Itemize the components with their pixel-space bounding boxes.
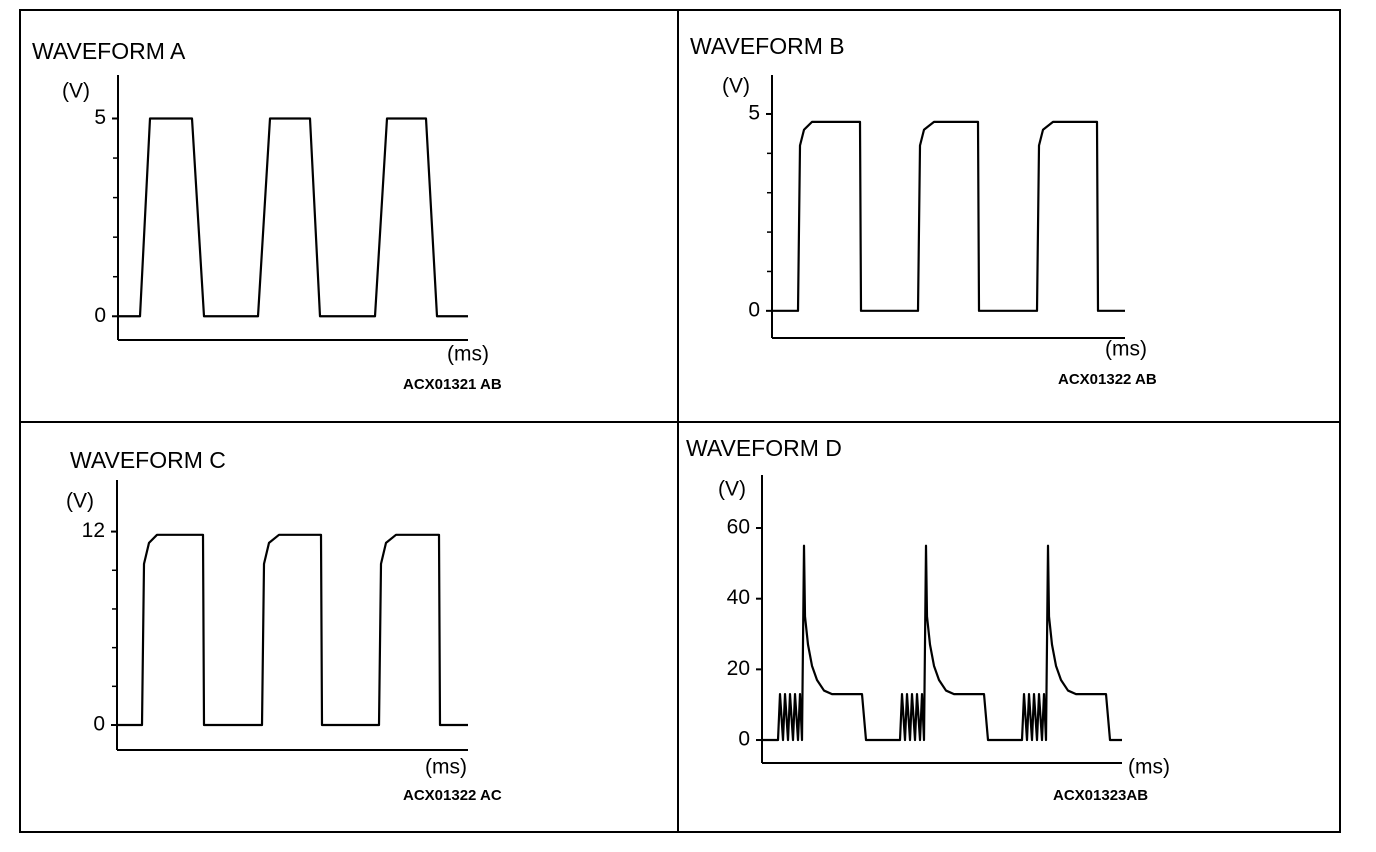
figure-code: ACX01323AB: [1053, 787, 1148, 804]
figure-code: ACX01322 AC: [403, 787, 502, 804]
waveform: [772, 120, 1125, 312]
waveform: [762, 544, 1122, 742]
chart-title: WAVEFORM A: [32, 38, 186, 64]
y-tick-label: 0: [94, 304, 106, 327]
y-tick-label: 12: [82, 519, 105, 542]
x-axis-label: (ms): [425, 756, 467, 779]
waveform: [118, 117, 468, 318]
chart-title: WAVEFORM D: [686, 435, 842, 461]
x-axis-label: (ms): [447, 343, 489, 366]
y-tick-label: 5: [748, 102, 760, 125]
y-tick-label: 0: [748, 298, 760, 321]
chart-title: WAVEFORM B: [690, 33, 845, 59]
x-axis-label: (ms): [1105, 338, 1147, 361]
y-tick-label: 0: [738, 728, 750, 751]
y-axis-label: (V): [722, 75, 750, 98]
y-axis-label: (V): [718, 478, 746, 501]
figure-code: ACX01322 AB: [1058, 371, 1157, 388]
y-tick-label: 60: [727, 516, 750, 539]
chart-title: WAVEFORM C: [70, 447, 226, 473]
y-tick-label: 0: [93, 713, 105, 736]
y-tick-label: 20: [727, 657, 750, 680]
y-axis-label: (V): [62, 80, 90, 103]
y-tick-label: 40: [727, 586, 750, 609]
figure-code: ACX01321 AB: [403, 376, 502, 393]
y-tick-label: 5: [94, 106, 106, 129]
x-axis-label: (ms): [1128, 756, 1170, 779]
waveform: [117, 533, 468, 727]
y-axis-label: (V): [66, 490, 94, 513]
